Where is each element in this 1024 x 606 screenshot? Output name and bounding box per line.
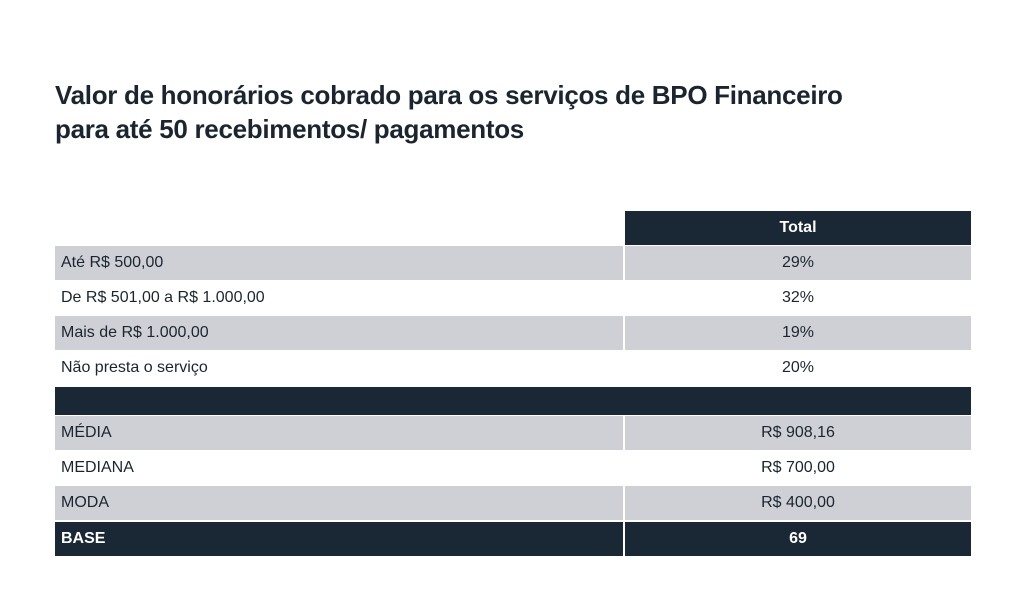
row-value: 29% [625, 246, 971, 280]
row-label: Mais de R$ 1.000,00 [55, 316, 623, 350]
header-total: Total [625, 211, 971, 245]
stat-value: R$ 700,00 [761, 459, 835, 476]
page-title: Valor de honorários cobrado para os serv… [55, 78, 843, 146]
row-label: Não presta o serviço [61, 359, 208, 376]
base-value: 69 [625, 522, 971, 556]
row-label: De R$ 501,00 a R$ 1.000,00 [61, 289, 265, 306]
row-value: 20% [781, 359, 815, 376]
title-line-1: Valor de honorários cobrado para os serv… [55, 80, 843, 110]
base-row: BASE 69 [55, 522, 971, 556]
title-line-2: para até 50 recebimentos/ pagamentos [55, 114, 524, 144]
stat-row: MÉDIA R$ 908,16 [55, 416, 971, 450]
stat-value: R$ 908,16 [625, 416, 971, 450]
row-label: Até R$ 500,00 [55, 246, 623, 280]
stat-label: MODA [55, 486, 623, 520]
stat-label: MÉDIA [55, 416, 623, 450]
separator-bar [55, 387, 971, 415]
table-row: Mais de R$ 1.000,00 19% [55, 316, 971, 350]
table-header: Total [55, 211, 971, 245]
table-row: Não presta o serviço 20% [55, 351, 971, 385]
table-row: De R$ 501,00 a R$ 1.000,00 32% [55, 281, 971, 315]
stat-value: R$ 400,00 [625, 486, 971, 520]
row-value: 19% [625, 316, 971, 350]
stat-row: MODA R$ 400,00 [55, 486, 971, 520]
base-label: BASE [55, 522, 623, 556]
table-row: Até R$ 500,00 29% [55, 246, 971, 280]
stat-row: MEDIANA R$ 700,00 [55, 451, 971, 485]
stat-label: MEDIANA [61, 459, 134, 476]
row-value: 32% [781, 289, 815, 306]
